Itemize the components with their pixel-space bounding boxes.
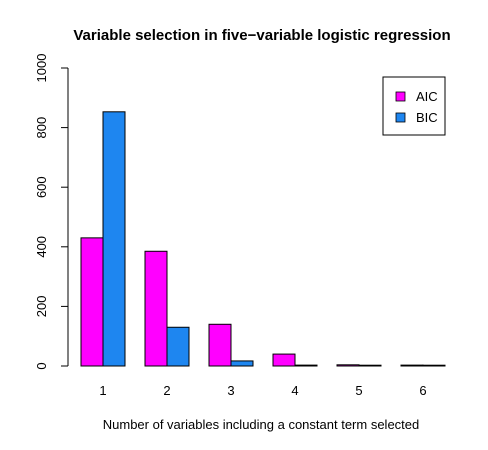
legend: AIC BIC [382, 76, 446, 136]
bar-bic-4 [294, 364, 318, 367]
bar-aic-3 [208, 323, 232, 367]
bar-aic-5 [336, 364, 360, 367]
y-axis: 0 200 400 600 800 1000 [34, 54, 69, 370]
y-tick-label: 200 [34, 296, 49, 318]
x-axis-label: Number of variables including a constant… [103, 417, 420, 432]
y-tick-label: 0 [34, 362, 49, 369]
chart-title: Variable selection in five−variable logi… [73, 27, 450, 44]
bars [80, 111, 446, 367]
bar-aic-2 [144, 250, 168, 367]
bar-aic-6 [400, 364, 424, 367]
bar-bic-3 [230, 360, 254, 367]
bar-aic-4 [272, 353, 296, 367]
x-tick-label: 1 [99, 383, 106, 398]
legend-swatch-bic [395, 112, 406, 123]
legend-label-bic: BIC [416, 110, 438, 125]
bar-bic-6 [422, 364, 446, 367]
x-tick-label: 6 [419, 383, 426, 398]
legend-box [382, 76, 446, 136]
bar-aic-1 [80, 237, 104, 367]
y-tick-label: 1000 [34, 54, 49, 83]
y-tick-label: 800 [34, 117, 49, 139]
x-tick-label: 2 [163, 383, 170, 398]
x-axis: 1 2 3 4 5 6 [99, 383, 426, 398]
bar-bic-5 [358, 364, 382, 367]
y-tick-label: 600 [34, 176, 49, 198]
x-tick-label: 3 [227, 383, 234, 398]
bar-bic-1 [102, 111, 126, 367]
bar-bic-2 [166, 326, 190, 367]
x-tick-label: 4 [291, 383, 298, 398]
legend-label-aic: AIC [416, 89, 438, 104]
legend-swatch-aic [395, 91, 406, 102]
y-tick-label: 400 [34, 236, 49, 258]
x-tick-label: 5 [355, 383, 362, 398]
